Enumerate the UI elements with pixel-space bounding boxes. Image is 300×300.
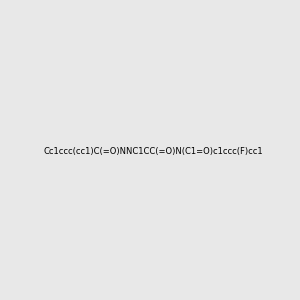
Text: Cc1ccc(cc1)C(=O)NNC1CC(=O)N(C1=O)c1ccc(F)cc1: Cc1ccc(cc1)C(=O)NNC1CC(=O)N(C1=O)c1ccc(F…	[44, 147, 264, 156]
